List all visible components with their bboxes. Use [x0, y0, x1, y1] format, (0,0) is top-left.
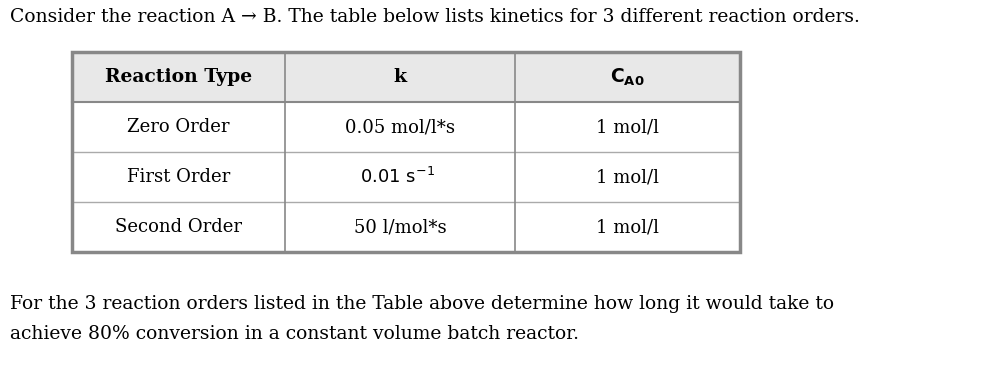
Text: First Order: First Order: [127, 168, 230, 186]
Text: 1 mol/l: 1 mol/l: [596, 218, 659, 236]
Text: 0.05 mol/l*s: 0.05 mol/l*s: [345, 118, 455, 136]
Text: Consider the reaction A → B. The table below lists kinetics for 3 different reac: Consider the reaction A → B. The table b…: [10, 8, 859, 26]
Text: $\mathbf{C}_{\mathbf{A0}}$: $\mathbf{C}_{\mathbf{A0}}$: [610, 66, 645, 88]
Text: Second Order: Second Order: [115, 218, 242, 236]
Bar: [72, 102, 740, 152]
Text: For the 3 reaction orders listed in the Table above determine how long it would : For the 3 reaction orders listed in the …: [10, 295, 834, 313]
Bar: [72, 52, 740, 252]
Text: Zero Order: Zero Order: [128, 118, 229, 136]
Text: 1 mol/l: 1 mol/l: [596, 168, 659, 186]
Bar: [72, 152, 740, 202]
Text: Reaction Type: Reaction Type: [105, 68, 252, 86]
Text: 1 mol/l: 1 mol/l: [596, 118, 659, 136]
Text: achieve 80% conversion in a constant volume batch reactor.: achieve 80% conversion in a constant vol…: [10, 325, 579, 343]
Text: 50 l/mol*s: 50 l/mol*s: [354, 218, 447, 236]
Bar: [72, 202, 740, 252]
Bar: [72, 52, 740, 102]
Text: k: k: [394, 68, 407, 86]
Text: $0.01\ \mathrm{s}^{-1}$: $0.01\ \mathrm{s}^{-1}$: [360, 167, 435, 187]
